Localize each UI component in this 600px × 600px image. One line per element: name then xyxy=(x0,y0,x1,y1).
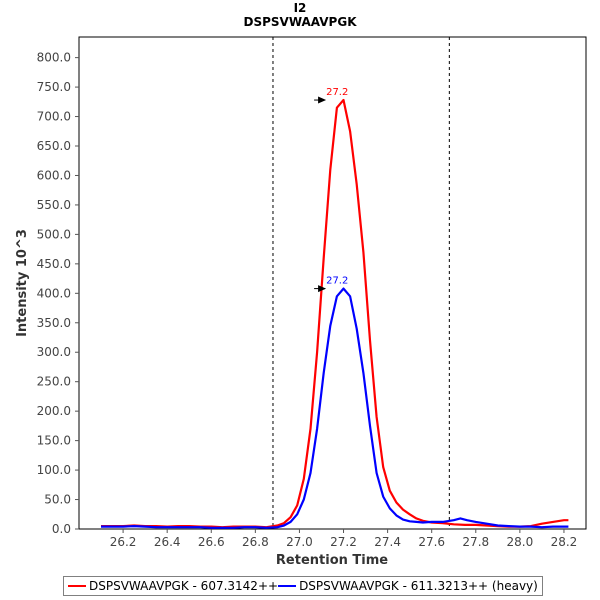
y-tick-label: 400.0 xyxy=(37,286,71,300)
y-axis: 0.0 50.0 100.0 150.0 200.0 250.0 300.0 350.0 400… xyxy=(37,51,79,536)
legend-label-light: DSPSVWAAVPGK - 607.3142++ xyxy=(89,579,279,593)
y-tick-label: 450.0 xyxy=(37,257,71,271)
chart-title: I2 xyxy=(293,1,307,15)
peak-arrow-head xyxy=(318,96,327,104)
y-tick-label: 750.0 xyxy=(37,80,71,94)
y-tick-label: 200.0 xyxy=(37,404,71,418)
peak-label: 27.2 xyxy=(326,276,348,287)
peak-annotations: 27.2 27.2 xyxy=(314,87,348,293)
chart-legend: DSPSVWAAVPGK - 607.3142++ DSPSVWAAVPGK -… xyxy=(63,576,543,596)
y-tick-label: 150.0 xyxy=(37,434,71,448)
x-tick-label: 26.2 xyxy=(110,535,137,549)
peak-label: 27.2 xyxy=(326,87,348,98)
legend-item-light: DSPSVWAAVPGK - 607.3142++ xyxy=(68,579,278,593)
x-tick-label: 26.4 xyxy=(154,535,181,549)
x-tick-label: 27.0 xyxy=(286,535,313,549)
legend-label-heavy: DSPSVWAAVPGK - 611.3213++ (heavy) xyxy=(299,579,538,593)
legend-item-heavy: DSPSVWAAVPGK - 611.3213++ (heavy) xyxy=(278,579,538,593)
y-tick-label: 50.0 xyxy=(44,493,71,507)
x-tick-label: 27.6 xyxy=(418,535,445,549)
y-tick-label: 600.0 xyxy=(37,168,71,182)
y-tick-label: 500.0 xyxy=(37,227,71,241)
legend-swatch-heavy xyxy=(278,585,297,587)
y-axis-title: Intensity 10^3 xyxy=(15,229,30,337)
y-tick-label: 700.0 xyxy=(37,110,71,124)
y-tick-label: 650.0 xyxy=(37,139,71,153)
series-lines xyxy=(101,98,569,529)
x-tick-label: 26.8 xyxy=(242,535,269,549)
x-axis-title: Retention Time xyxy=(276,553,388,568)
x-tick-label: 27.4 xyxy=(374,535,401,549)
y-tick-label: 800.0 xyxy=(37,51,71,65)
y-tick-label: 300.0 xyxy=(37,345,71,359)
series-line-heavy xyxy=(101,287,569,529)
integration-boundaries xyxy=(272,37,450,529)
y-tick-label: 550.0 xyxy=(37,198,71,212)
y-tick-label: 350.0 xyxy=(37,316,71,330)
chart-subtitle: DSPSVWAAVPGK xyxy=(243,15,357,29)
plot-area xyxy=(78,36,587,530)
legend-swatch-light xyxy=(68,585,86,587)
chromatogram-chart: 0.0 50.0 100.0 150.0 200.0 250.0 300.0 350.0 400… xyxy=(15,36,587,568)
y-tick-label: 0.0 xyxy=(52,522,71,536)
x-tick-label: 27.8 xyxy=(462,535,489,549)
x-tick-label: 27.2 xyxy=(330,535,357,549)
peak-arrow-head xyxy=(318,285,327,293)
y-tick-label: 250.0 xyxy=(37,375,71,389)
x-axis: 26.2 26.4 26.6 26.8 27.0 27.2 27.4 27.6 27.8 28.0… xyxy=(110,529,578,549)
y-tick-label: 100.0 xyxy=(37,463,71,477)
x-tick-label: 26.6 xyxy=(198,535,225,549)
x-tick-label: 28.2 xyxy=(551,535,578,549)
x-tick-label: 28.0 xyxy=(507,535,534,549)
